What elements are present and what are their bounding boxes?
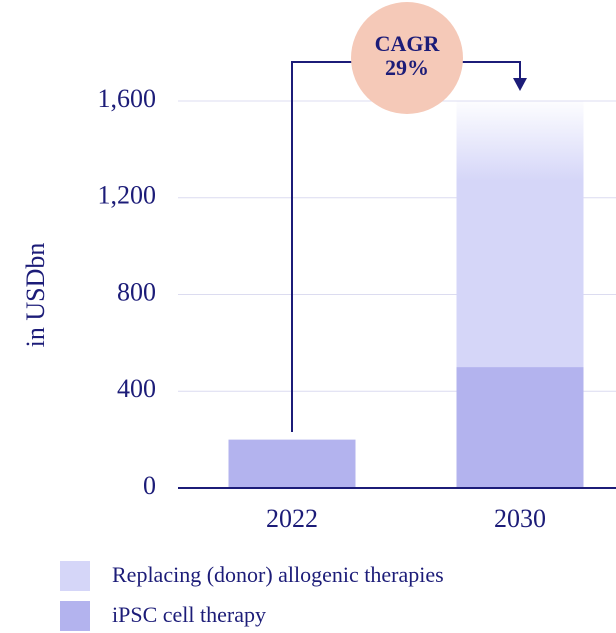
legend-swatch (60, 561, 90, 591)
x-tick-label: 2022 (266, 504, 318, 533)
legend-label: iPSC cell therapy (112, 602, 266, 627)
y-tick-label: 1,600 (98, 84, 157, 113)
bar-segment (456, 101, 584, 368)
bar-segment (228, 439, 356, 488)
legend-label: Replacing (donor) allogenic therapies (112, 562, 444, 587)
y-tick-label: 0 (143, 471, 156, 500)
annotation: CAGR (375, 31, 441, 56)
y-axis-label: in USDbn (21, 243, 50, 348)
cagr-circle (351, 2, 463, 114)
legend-swatch (60, 601, 90, 631)
x-tick-label: 2030 (494, 504, 546, 533)
y-tick-label: 1,200 (98, 181, 157, 210)
y-tick-label: 800 (117, 277, 156, 306)
cagr-bracket (291, 61, 521, 432)
annotation: 29% (385, 55, 429, 80)
arrow-head (513, 78, 527, 91)
y-tick-label: 400 (117, 374, 156, 403)
bar-segment (456, 367, 584, 488)
